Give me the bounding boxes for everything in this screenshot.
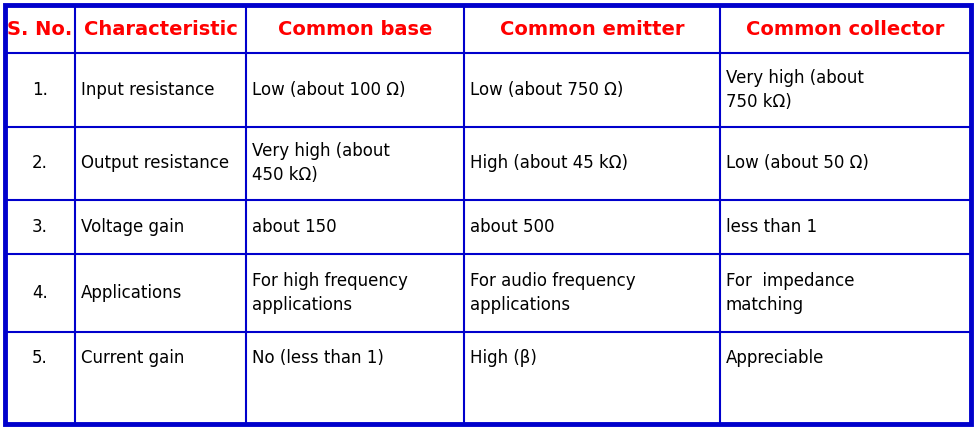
Text: Common collector: Common collector: [747, 20, 945, 39]
Text: Low (about 100 Ω): Low (about 100 Ω): [253, 81, 406, 99]
Text: about 150: about 150: [253, 218, 337, 236]
Text: Output resistance: Output resistance: [81, 154, 228, 172]
Text: about 500: about 500: [469, 218, 554, 236]
Text: Common base: Common base: [278, 20, 432, 39]
Text: Applications: Applications: [81, 284, 182, 302]
Text: 2.: 2.: [32, 154, 48, 172]
Text: Low (about 50 Ω): Low (about 50 Ω): [726, 154, 869, 172]
Text: Current gain: Current gain: [81, 349, 183, 367]
Text: Very high (about
750 kΩ): Very high (about 750 kΩ): [726, 69, 864, 111]
Text: 3.: 3.: [32, 218, 48, 236]
Text: High (about 45 kΩ): High (about 45 kΩ): [469, 154, 628, 172]
Text: For audio frequency
applications: For audio frequency applications: [469, 272, 635, 314]
Text: Common emitter: Common emitter: [500, 20, 684, 39]
Text: Appreciable: Appreciable: [726, 349, 824, 367]
Text: 1.: 1.: [32, 81, 48, 99]
Text: No (less than 1): No (less than 1): [253, 349, 385, 367]
Text: Characteristic: Characteristic: [84, 20, 237, 39]
Text: 5.: 5.: [32, 349, 48, 367]
Text: For  impedance
matching: For impedance matching: [726, 272, 854, 314]
Text: High (β): High (β): [469, 349, 537, 367]
Text: For high frequency
applications: For high frequency applications: [253, 272, 408, 314]
Text: less than 1: less than 1: [726, 218, 817, 236]
Text: Low (about 750 Ω): Low (about 750 Ω): [469, 81, 624, 99]
Text: S. No.: S. No.: [7, 20, 72, 39]
Text: Input resistance: Input resistance: [81, 81, 214, 99]
Text: Voltage gain: Voltage gain: [81, 218, 183, 236]
Text: Very high (about
450 kΩ): Very high (about 450 kΩ): [253, 142, 390, 184]
Text: 4.: 4.: [32, 284, 48, 302]
